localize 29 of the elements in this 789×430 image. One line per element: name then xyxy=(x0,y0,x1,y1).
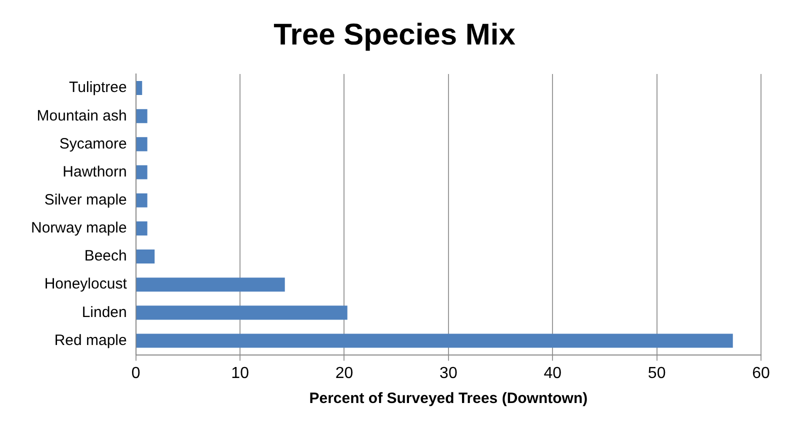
bar xyxy=(136,81,142,96)
bar xyxy=(136,278,285,292)
y-tick-label: Red maple xyxy=(54,332,127,349)
y-tick-label: Beech xyxy=(84,248,127,265)
chart-title: Tree Species Mix xyxy=(274,18,516,52)
bar xyxy=(136,109,148,124)
x-tick-label: 10 xyxy=(231,364,250,382)
bar xyxy=(136,221,148,236)
x-tick-label: 20 xyxy=(335,364,354,382)
x-tick-label: 50 xyxy=(648,364,666,382)
y-tick-label: Norway maple xyxy=(30,220,127,237)
y-tick-label: Hawthorn xyxy=(62,163,127,180)
bar xyxy=(136,250,155,264)
x-axis-title: Percent of Surveyed Trees (Downtown) xyxy=(309,390,588,408)
y-tick-label: Tuliptree xyxy=(69,79,127,96)
bar xyxy=(136,334,733,348)
y-tick-label: Sycamore xyxy=(59,135,127,152)
y-tick-label: Honeylocust xyxy=(44,276,128,293)
x-tick-label: 30 xyxy=(440,364,458,382)
bar xyxy=(136,137,148,152)
y-tick-label: Linden xyxy=(82,304,127,321)
y-tick-label: Silver maple xyxy=(44,192,127,208)
bar xyxy=(136,165,148,180)
bar xyxy=(136,193,148,208)
x-tick-label: 60 xyxy=(752,364,770,382)
x-tick-label: 0 xyxy=(131,364,140,382)
x-tick-label: 40 xyxy=(544,364,562,382)
y-tick-label: Mountain ash xyxy=(36,107,127,124)
bar xyxy=(136,306,348,320)
